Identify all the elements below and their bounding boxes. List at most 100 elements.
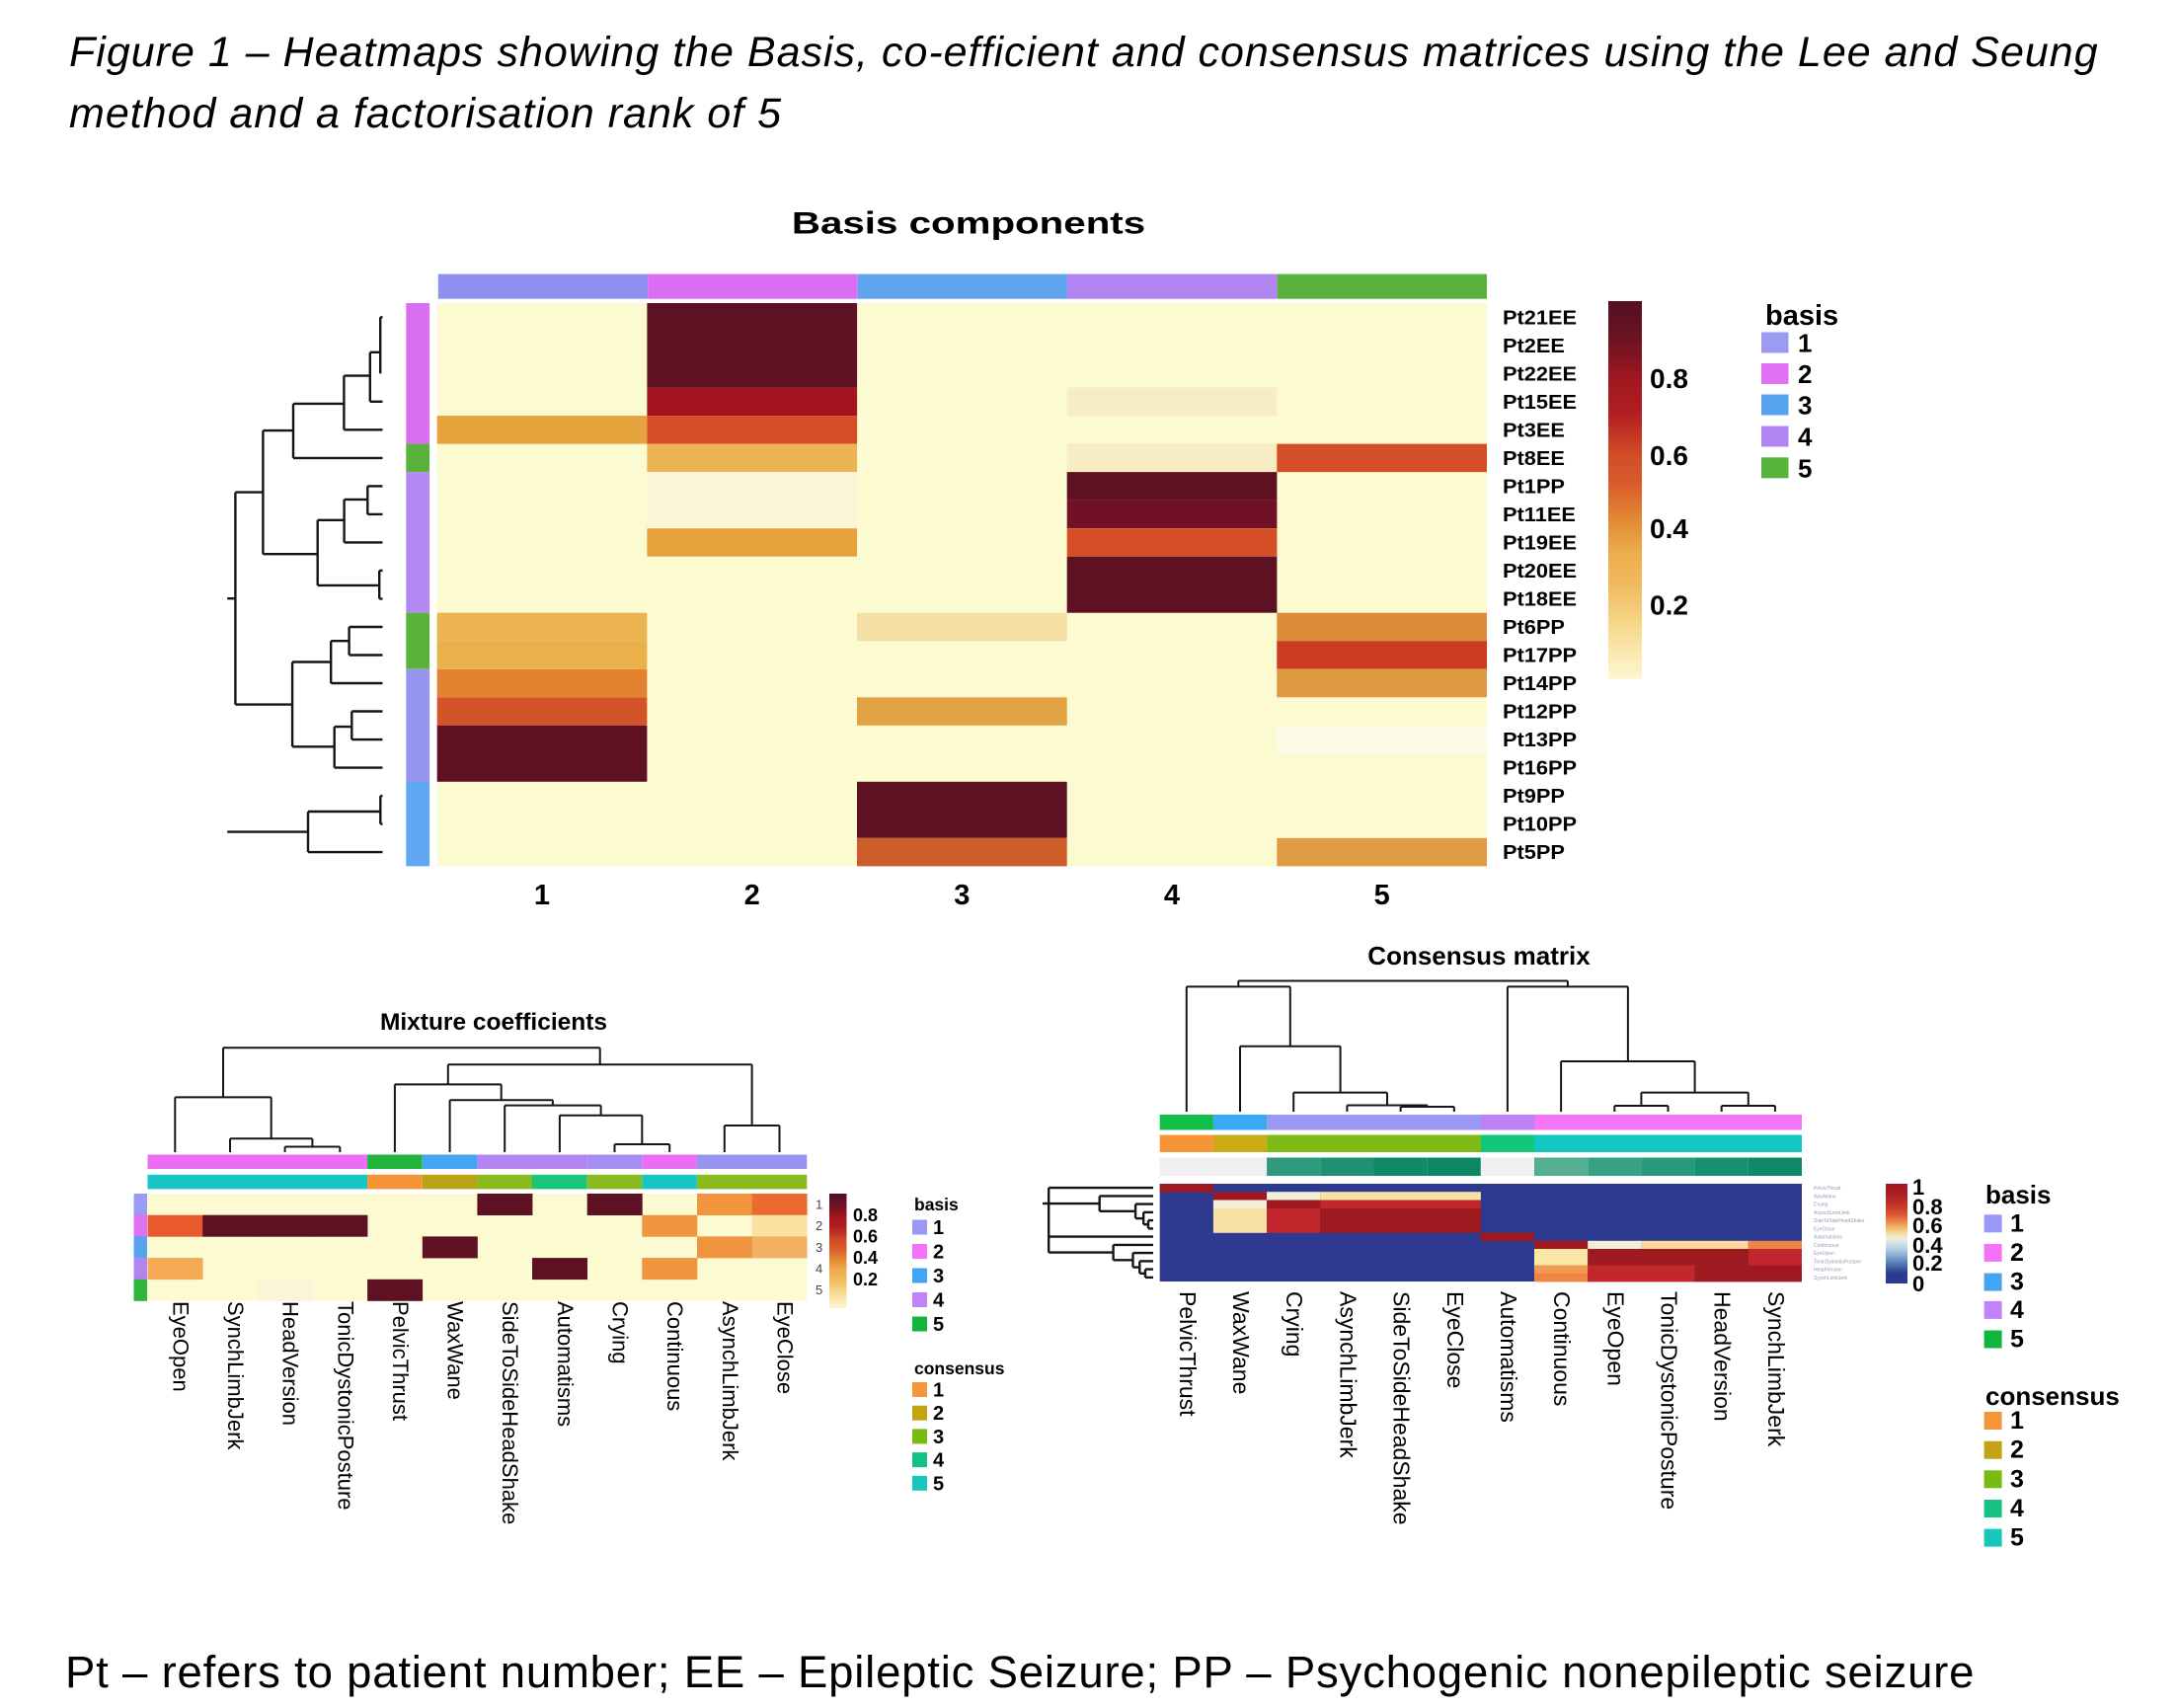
svg-text:Pt11EE: Pt11EE bbox=[1503, 505, 1576, 526]
svg-text:SynchLimbJerk: SynchLimbJerk bbox=[223, 1301, 248, 1450]
svg-text:basis: basis bbox=[1765, 300, 1838, 332]
svg-text:Pt15EE: Pt15EE bbox=[1503, 392, 1577, 414]
svg-text:WaxWane: WaxWane bbox=[1228, 1291, 1254, 1394]
svg-text:PelvicThrust: PelvicThrust bbox=[1814, 1186, 1841, 1192]
svg-text:Crying: Crying bbox=[608, 1301, 633, 1364]
svg-text:0.6: 0.6 bbox=[1650, 440, 1688, 471]
svg-text:2: 2 bbox=[744, 880, 760, 911]
svg-text:SynchLimbJerk: SynchLimbJerk bbox=[1814, 1276, 1848, 1281]
svg-text:3: 3 bbox=[933, 1266, 944, 1287]
svg-text:Pt1PP: Pt1PP bbox=[1503, 476, 1565, 498]
svg-text:3: 3 bbox=[1798, 391, 1812, 421]
svg-text:2: 2 bbox=[933, 1242, 944, 1264]
svg-text:1: 1 bbox=[816, 1197, 822, 1211]
svg-text:0.2: 0.2 bbox=[1650, 590, 1688, 621]
svg-text:5: 5 bbox=[2010, 1326, 2024, 1354]
svg-text:AsynchLimbJerk: AsynchLimbJerk bbox=[718, 1301, 742, 1461]
svg-text:Pt3EE: Pt3EE bbox=[1503, 420, 1565, 441]
svg-text:1: 1 bbox=[1912, 1175, 1924, 1200]
svg-text:Pt20EE: Pt20EE bbox=[1503, 561, 1577, 582]
svg-text:Automatisms: Automatisms bbox=[1814, 1235, 1842, 1241]
svg-text:2: 2 bbox=[2010, 1436, 2024, 1464]
svg-text:4: 4 bbox=[1798, 423, 1813, 452]
svg-text:EyeOpen: EyeOpen bbox=[1814, 1251, 1834, 1257]
svg-text:basis: basis bbox=[914, 1195, 959, 1214]
svg-text:Pt8EE: Pt8EE bbox=[1503, 448, 1565, 470]
svg-text:0.8: 0.8 bbox=[853, 1205, 878, 1225]
svg-text:Automatisms: Automatisms bbox=[553, 1301, 578, 1427]
svg-text:1: 1 bbox=[2010, 1407, 2024, 1435]
svg-text:SideToSideHeadShake: SideToSideHeadShake bbox=[1814, 1218, 1865, 1224]
svg-text:0.4: 0.4 bbox=[1912, 1233, 1943, 1258]
svg-text:0.8: 0.8 bbox=[1912, 1195, 1943, 1219]
svg-text:WaxWane: WaxWane bbox=[443, 1301, 468, 1400]
svg-text:0.4: 0.4 bbox=[1650, 513, 1688, 544]
svg-text:WaxWane: WaxWane bbox=[1814, 1194, 1836, 1200]
svg-text:Continuous: Continuous bbox=[662, 1301, 687, 1411]
svg-text:TonicDystonicPosture: TonicDystonicPosture bbox=[1657, 1291, 1682, 1510]
svg-text:2: 2 bbox=[1798, 359, 1812, 389]
svg-text:Pt17PP: Pt17PP bbox=[1503, 645, 1577, 666]
svg-text:basis: basis bbox=[1985, 1180, 2052, 1209]
svg-text:5: 5 bbox=[1374, 880, 1390, 911]
svg-text:SynchLimbJerk: SynchLimbJerk bbox=[1763, 1291, 1789, 1447]
svg-text:SideToSideHeadShake: SideToSideHeadShake bbox=[498, 1301, 522, 1524]
svg-text:2: 2 bbox=[816, 1218, 822, 1233]
svg-text:Pt16PP: Pt16PP bbox=[1503, 757, 1577, 779]
svg-text:4: 4 bbox=[933, 1290, 945, 1312]
svg-text:Pt21EE: Pt21EE bbox=[1503, 307, 1577, 329]
svg-text:HeadVersion: HeadVersion bbox=[1710, 1291, 1736, 1422]
svg-text:Mixture coefficients: Mixture coefficients bbox=[380, 1009, 607, 1036]
svg-text:AsynchLimbJerk: AsynchLimbJerk bbox=[1335, 1291, 1361, 1458]
svg-text:Basis components: Basis components bbox=[792, 205, 1145, 241]
svg-text:method and a factorisation ran: method and a factorisation rank of 5 bbox=[69, 90, 782, 137]
svg-text:Continuous: Continuous bbox=[1814, 1243, 1839, 1249]
svg-text:Pt9PP: Pt9PP bbox=[1503, 786, 1565, 808]
svg-text:consensus: consensus bbox=[1985, 1381, 2120, 1411]
svg-text:TonicDystonicPosture: TonicDystonicPosture bbox=[1814, 1259, 1861, 1265]
svg-text:consensus: consensus bbox=[914, 1359, 1005, 1378]
svg-text:EyeClose: EyeClose bbox=[773, 1301, 798, 1394]
svg-text:PelvicThrust: PelvicThrust bbox=[1175, 1291, 1201, 1417]
svg-text:5: 5 bbox=[933, 1473, 944, 1495]
svg-text:5: 5 bbox=[933, 1314, 944, 1336]
svg-text:TonicDystonicPosture: TonicDystonicPosture bbox=[333, 1301, 357, 1511]
svg-text:0.2: 0.2 bbox=[1912, 1251, 1943, 1276]
svg-text:3: 3 bbox=[954, 880, 970, 911]
svg-text:Pt2EE: Pt2EE bbox=[1503, 336, 1565, 357]
svg-text:0.8: 0.8 bbox=[1650, 363, 1688, 394]
svg-text:0.2: 0.2 bbox=[853, 1270, 878, 1289]
svg-text:Crying: Crying bbox=[1282, 1291, 1307, 1357]
svg-text:Continuous: Continuous bbox=[1549, 1291, 1575, 1406]
svg-text:Pt22EE: Pt22EE bbox=[1503, 363, 1577, 385]
svg-text:Pt10PP: Pt10PP bbox=[1503, 814, 1577, 835]
svg-text:1: 1 bbox=[933, 1217, 944, 1239]
svg-text:Pt18EE: Pt18EE bbox=[1503, 588, 1577, 610]
svg-text:Crying: Crying bbox=[1814, 1203, 1828, 1208]
svg-text:EyeOpen: EyeOpen bbox=[1602, 1291, 1628, 1386]
svg-text:0: 0 bbox=[1912, 1272, 1924, 1296]
svg-text:EyeClose: EyeClose bbox=[1442, 1291, 1468, 1388]
svg-text:1: 1 bbox=[933, 1380, 944, 1402]
svg-text:1: 1 bbox=[2010, 1209, 2024, 1237]
svg-text:3: 3 bbox=[2010, 1465, 2024, 1493]
svg-text:Automatisms: Automatisms bbox=[1496, 1291, 1521, 1423]
svg-text:0.4: 0.4 bbox=[853, 1248, 878, 1268]
svg-text:Pt14PP: Pt14PP bbox=[1503, 673, 1577, 695]
svg-text:SideToSideHeadShake: SideToSideHeadShake bbox=[1389, 1291, 1415, 1525]
svg-text:2: 2 bbox=[933, 1403, 944, 1425]
svg-text:Pt5PP: Pt5PP bbox=[1503, 842, 1565, 864]
svg-text:Pt12PP: Pt12PP bbox=[1503, 701, 1577, 723]
svg-text:EyeOpen: EyeOpen bbox=[168, 1301, 193, 1392]
svg-text:Pt – refers to patient number;: Pt – refers to patient number; EE – Epil… bbox=[65, 1647, 1975, 1697]
svg-text:1: 1 bbox=[534, 880, 550, 911]
svg-text:2: 2 bbox=[2010, 1239, 2024, 1267]
svg-text:4: 4 bbox=[933, 1450, 945, 1472]
svg-text:Consensus matrix: Consensus matrix bbox=[1367, 941, 1591, 970]
svg-text:4: 4 bbox=[816, 1262, 822, 1277]
svg-text:HeadVersion: HeadVersion bbox=[278, 1301, 303, 1426]
svg-text:5: 5 bbox=[2010, 1524, 2024, 1552]
svg-text:3: 3 bbox=[2010, 1269, 2024, 1296]
svg-text:4: 4 bbox=[1164, 880, 1180, 911]
svg-text:Figure 1 – Heatmaps showing th: Figure 1 – Heatmaps showing the Basis, c… bbox=[69, 29, 2099, 76]
